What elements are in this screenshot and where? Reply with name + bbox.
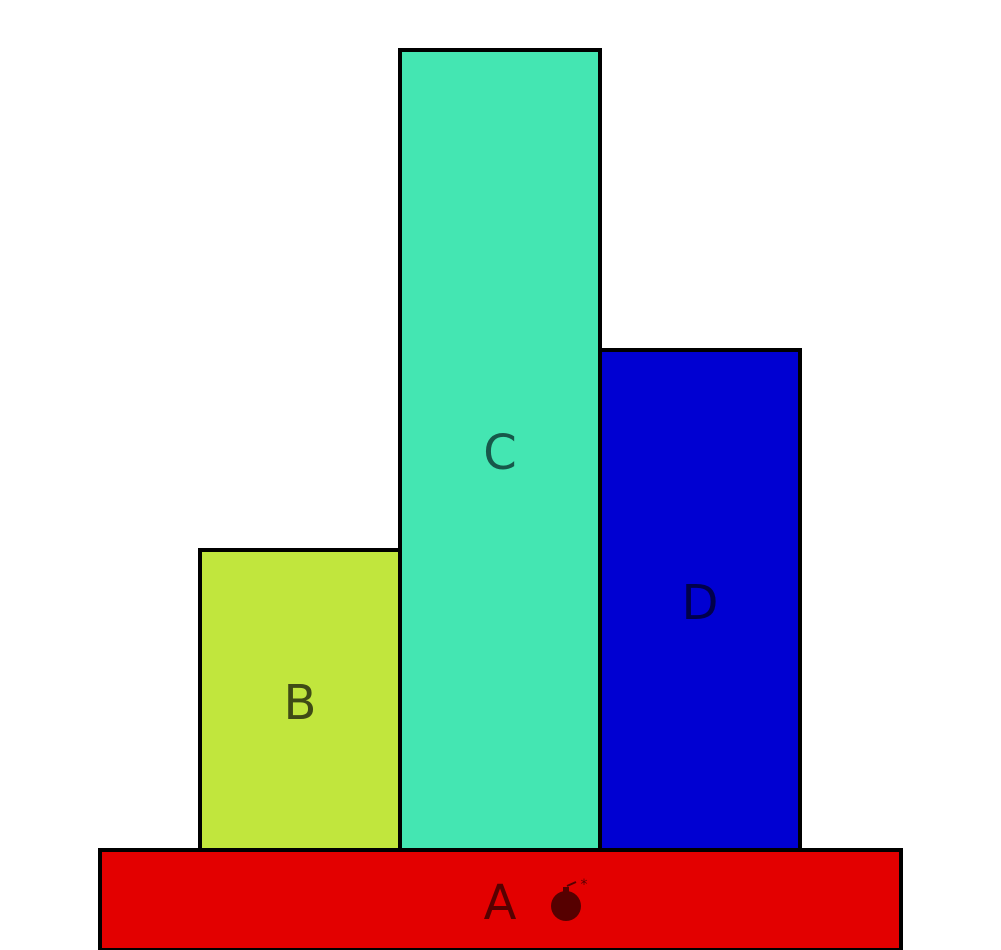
block-c-rect — [398, 48, 602, 852]
block-a-label: A — [484, 875, 517, 931]
block-d-rect — [598, 348, 802, 852]
block-b-label: B — [284, 675, 317, 731]
block-a: A * — [98, 848, 903, 950]
block-a-rect — [98, 848, 903, 950]
block-b: B — [198, 548, 402, 852]
block-d-label: D — [682, 575, 719, 631]
block-d: D — [598, 348, 802, 852]
bomb-icon: * — [551, 877, 588, 921]
block-c: C — [398, 48, 602, 852]
block-b-rect — [198, 548, 402, 852]
block-c-label: C — [483, 425, 517, 481]
svg-text:*: * — [581, 877, 588, 893]
